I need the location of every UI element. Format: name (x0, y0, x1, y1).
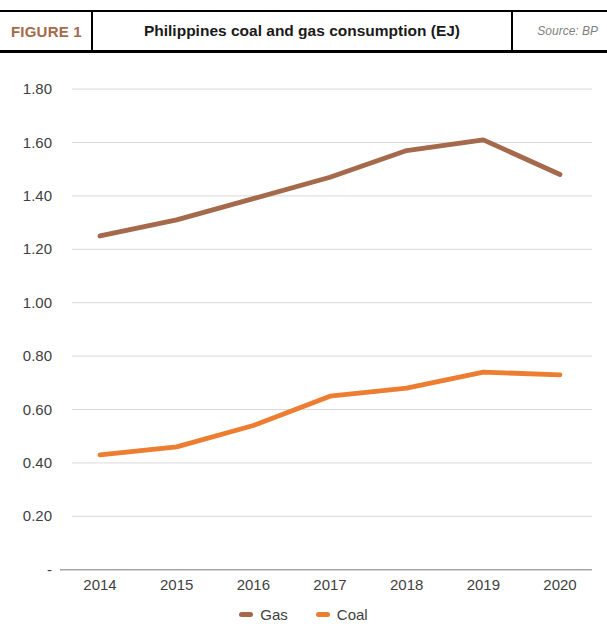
y-tick-label: - (47, 561, 52, 578)
gas-legend-marker-icon (239, 612, 253, 617)
y-tick-label: 0.40 (23, 454, 52, 471)
y-tick-label: 1.80 (23, 80, 52, 97)
chart-legend: Gas Coal (0, 604, 607, 624)
y-tick-label: 1.60 (23, 134, 52, 151)
x-tick-label: 2020 (543, 576, 576, 593)
y-tick-label: 1.40 (23, 187, 52, 204)
figure-card: FIGURE 1 Philippines coal and gas consum… (0, 0, 607, 638)
x-tick-label: 2016 (237, 576, 270, 593)
y-tick-labels: 1.80 1.60 1.40 1.20 1.00 0.80 0.60 0.40 0.20 - (23, 80, 52, 578)
coal-line (100, 372, 560, 455)
gas-line (100, 140, 560, 236)
figure-source-cell: Source: BP (511, 12, 607, 50)
x-tick-label: 2018 (390, 576, 423, 593)
y-tick-label: 0.80 (23, 347, 52, 364)
consumption-line-chart: 1.80 1.60 1.40 1.20 1.00 0.80 0.60 0.40 0.20 - 201… (0, 53, 607, 598)
y-tick-label: 0.60 (23, 401, 52, 418)
y-gridlines (60, 89, 592, 570)
y-tick-label: 0.20 (23, 507, 52, 524)
x-tick-label: 2014 (83, 576, 116, 593)
figure-source: Source: BP (537, 24, 598, 38)
legend-item-gas: Gas (239, 606, 288, 623)
figure-header: FIGURE 1 Philippines coal and gas consum… (0, 10, 607, 53)
y-tick-label: 1.00 (23, 294, 52, 311)
legend-label: Coal (337, 606, 368, 623)
x-tick-label: 2019 (467, 576, 500, 593)
legend-item-coal: Coal (316, 606, 368, 623)
figure-label-cell: FIGURE 1 (0, 12, 93, 50)
y-tick-label: 1.20 (23, 240, 52, 257)
x-tick-label: 2017 (313, 576, 346, 593)
figure-title: Philippines coal and gas consumption (EJ… (144, 22, 460, 40)
x-tick-label: 2015 (160, 576, 193, 593)
coal-legend-marker-icon (316, 612, 330, 617)
figure-label: FIGURE 1 (11, 23, 82, 40)
figure-title-cell: Philippines coal and gas consumption (EJ… (93, 12, 511, 50)
legend-label: Gas (260, 606, 288, 623)
x-tick-labels: 2014 2015 2016 2017 2018 2019 2020 (83, 576, 576, 593)
